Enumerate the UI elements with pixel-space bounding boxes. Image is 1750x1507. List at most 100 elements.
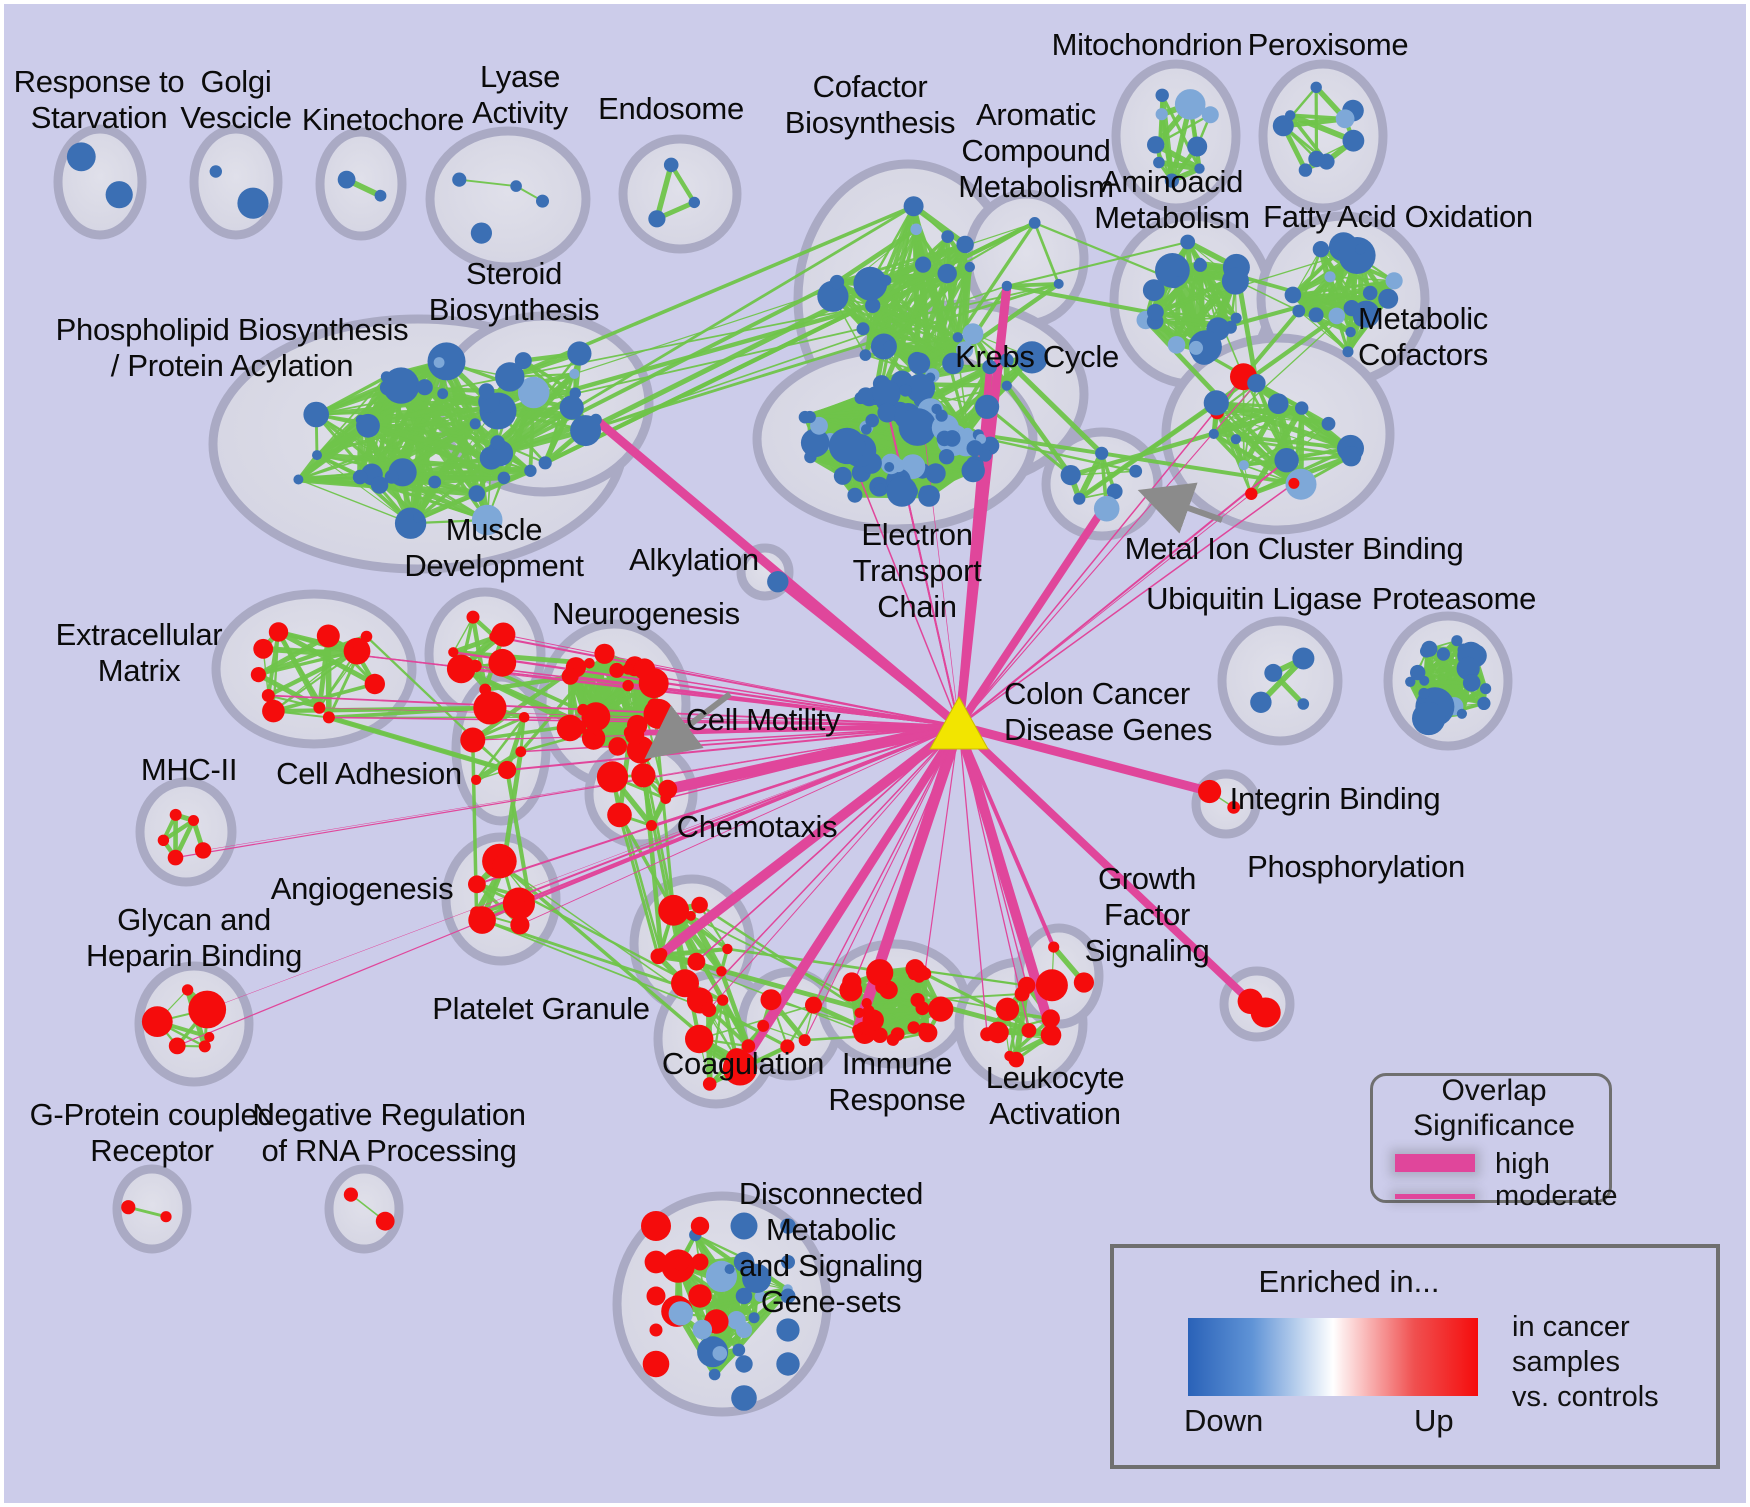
gene-set-node[interactable]	[360, 630, 373, 643]
gene-set-node[interactable]	[1155, 108, 1168, 121]
gene-set-node[interactable]	[1456, 708, 1467, 719]
gene-set-node[interactable]	[1004, 1050, 1015, 1062]
gene-set-node[interactable]	[1174, 89, 1206, 120]
gene-set-node[interactable]	[1227, 801, 1241, 814]
gene-set-node[interactable]	[961, 458, 985, 483]
gene-set-node[interactable]	[316, 624, 340, 648]
gene-set-node[interactable]	[691, 896, 708, 914]
gene-set-node[interactable]	[497, 471, 511, 485]
gene-set-node[interactable]	[262, 699, 285, 723]
gene-set-node[interactable]	[1073, 492, 1086, 505]
gene-set-node[interactable]	[514, 352, 532, 370]
gene-set-node[interactable]	[905, 373, 936, 403]
disconnected-gene-set-node[interactable]	[731, 1385, 757, 1411]
gene-set-node[interactable]	[194, 842, 212, 859]
gene-set-node[interactable]	[622, 679, 634, 692]
gene-set-node[interactable]	[608, 737, 627, 756]
gene-set-node[interactable]	[518, 712, 530, 723]
gene-set-node[interactable]	[839, 978, 863, 1002]
gene-set-node[interactable]	[995, 997, 1020, 1021]
gene-set-node[interactable]	[237, 187, 269, 219]
gene-set-node[interactable]	[1462, 674, 1481, 692]
gene-set-node[interactable]	[859, 349, 872, 361]
gene-set-node[interactable]	[754, 1290, 766, 1302]
gene-set-node[interactable]	[495, 362, 525, 392]
gene-set-node[interactable]	[1335, 109, 1355, 129]
disconnected-gene-set-node[interactable]	[735, 1355, 753, 1373]
disconnected-gene-set-node[interactable]	[780, 1288, 796, 1304]
gene-set-node[interactable]	[1285, 110, 1296, 121]
gene-set-node[interactable]	[160, 1211, 172, 1223]
gene-set-node[interactable]	[448, 647, 459, 658]
gene-set-node[interactable]	[928, 996, 954, 1022]
gene-set-node[interactable]	[1477, 696, 1491, 711]
gene-set-node[interactable]	[1230, 312, 1242, 324]
gene-set-node[interactable]	[141, 1006, 173, 1037]
gene-set-node[interactable]	[1194, 163, 1205, 174]
gene-set-node[interactable]	[663, 157, 679, 173]
gene-set-node[interactable]	[908, 352, 931, 375]
gene-set-node[interactable]	[716, 966, 727, 977]
gene-set-node[interactable]	[523, 892, 535, 904]
gene-set-node[interactable]	[1267, 393, 1289, 415]
gene-set-node[interactable]	[452, 172, 467, 187]
gene-set-node[interactable]	[375, 1211, 395, 1231]
gene-set-node[interactable]	[1362, 285, 1378, 301]
gene-set-node[interactable]	[471, 774, 482, 786]
gene-set-node[interactable]	[1345, 326, 1356, 338]
gene-set-node[interactable]	[343, 1187, 358, 1202]
gene-set-node[interactable]	[798, 1034, 811, 1047]
gene-set-node[interactable]	[646, 820, 657, 831]
gene-set-node[interactable]	[349, 646, 367, 664]
gene-set-node[interactable]	[1312, 241, 1330, 258]
gene-set-node[interactable]	[1040, 1024, 1062, 1046]
gene-set-node[interactable]	[1208, 428, 1219, 439]
gene-set-node[interactable]	[655, 948, 668, 960]
disconnected-gene-set-node[interactable]	[776, 1352, 800, 1376]
gene-set-node[interactable]	[872, 379, 901, 408]
gene-set-node[interactable]	[1188, 330, 1222, 364]
gene-set-node[interactable]	[556, 714, 584, 742]
gene-set-node[interactable]	[188, 990, 227, 1029]
gene-set-node[interactable]	[261, 689, 275, 702]
gene-set-node[interactable]	[1285, 468, 1317, 500]
gene-set-node[interactable]	[631, 763, 656, 788]
gene-set-node[interactable]	[577, 703, 589, 716]
gene-set-node[interactable]	[1198, 779, 1222, 804]
disconnected-gene-set-node[interactable]	[688, 1284, 712, 1308]
gene-set-node[interactable]	[622, 663, 634, 675]
gene-set-node[interactable]	[956, 341, 974, 359]
gene-set-node[interactable]	[1147, 136, 1165, 154]
gene-set-node[interactable]	[561, 667, 579, 685]
disconnected-gene-set-node[interactable]	[735, 1321, 753, 1339]
gene-set-node[interactable]	[1028, 217, 1041, 229]
gene-set-node[interactable]	[1129, 464, 1143, 478]
gene-set-node[interactable]	[1264, 663, 1283, 682]
gene-set-node[interactable]	[1073, 972, 1094, 993]
disconnected-gene-set-node[interactable]	[730, 1212, 758, 1240]
gene-set-node[interactable]	[460, 727, 486, 753]
gene-set-node[interactable]	[1093, 495, 1120, 522]
gene-set-node[interactable]	[861, 998, 872, 1009]
disconnected-gene-set-node[interactable]	[642, 1350, 670, 1378]
gene-set-node[interactable]	[471, 504, 503, 536]
gene-set-node[interactable]	[943, 430, 961, 447]
gene-set-node[interactable]	[1456, 656, 1480, 681]
gene-set-node[interactable]	[886, 1033, 900, 1046]
gene-set-node[interactable]	[1342, 346, 1354, 358]
gene-set-node[interactable]	[370, 476, 389, 494]
gene-set-node[interactable]	[817, 280, 849, 312]
gene-set-node[interactable]	[204, 1031, 215, 1043]
gene-set-node[interactable]	[1292, 647, 1315, 670]
gene-set-node[interactable]	[688, 196, 700, 209]
gene-set-node[interactable]	[490, 435, 505, 450]
gene-set-node[interactable]	[854, 1007, 865, 1019]
gene-set-node[interactable]	[478, 383, 495, 400]
gene-set-node[interactable]	[937, 263, 957, 284]
gene-set-node[interactable]	[322, 711, 335, 724]
gene-set-node[interactable]	[1201, 106, 1219, 124]
gene-set-node[interactable]	[725, 1048, 748, 1071]
gene-set-node[interactable]	[1328, 307, 1346, 325]
gene-set-node[interactable]	[1288, 477, 1300, 489]
disconnected-gene-set-node[interactable]	[641, 1211, 671, 1241]
